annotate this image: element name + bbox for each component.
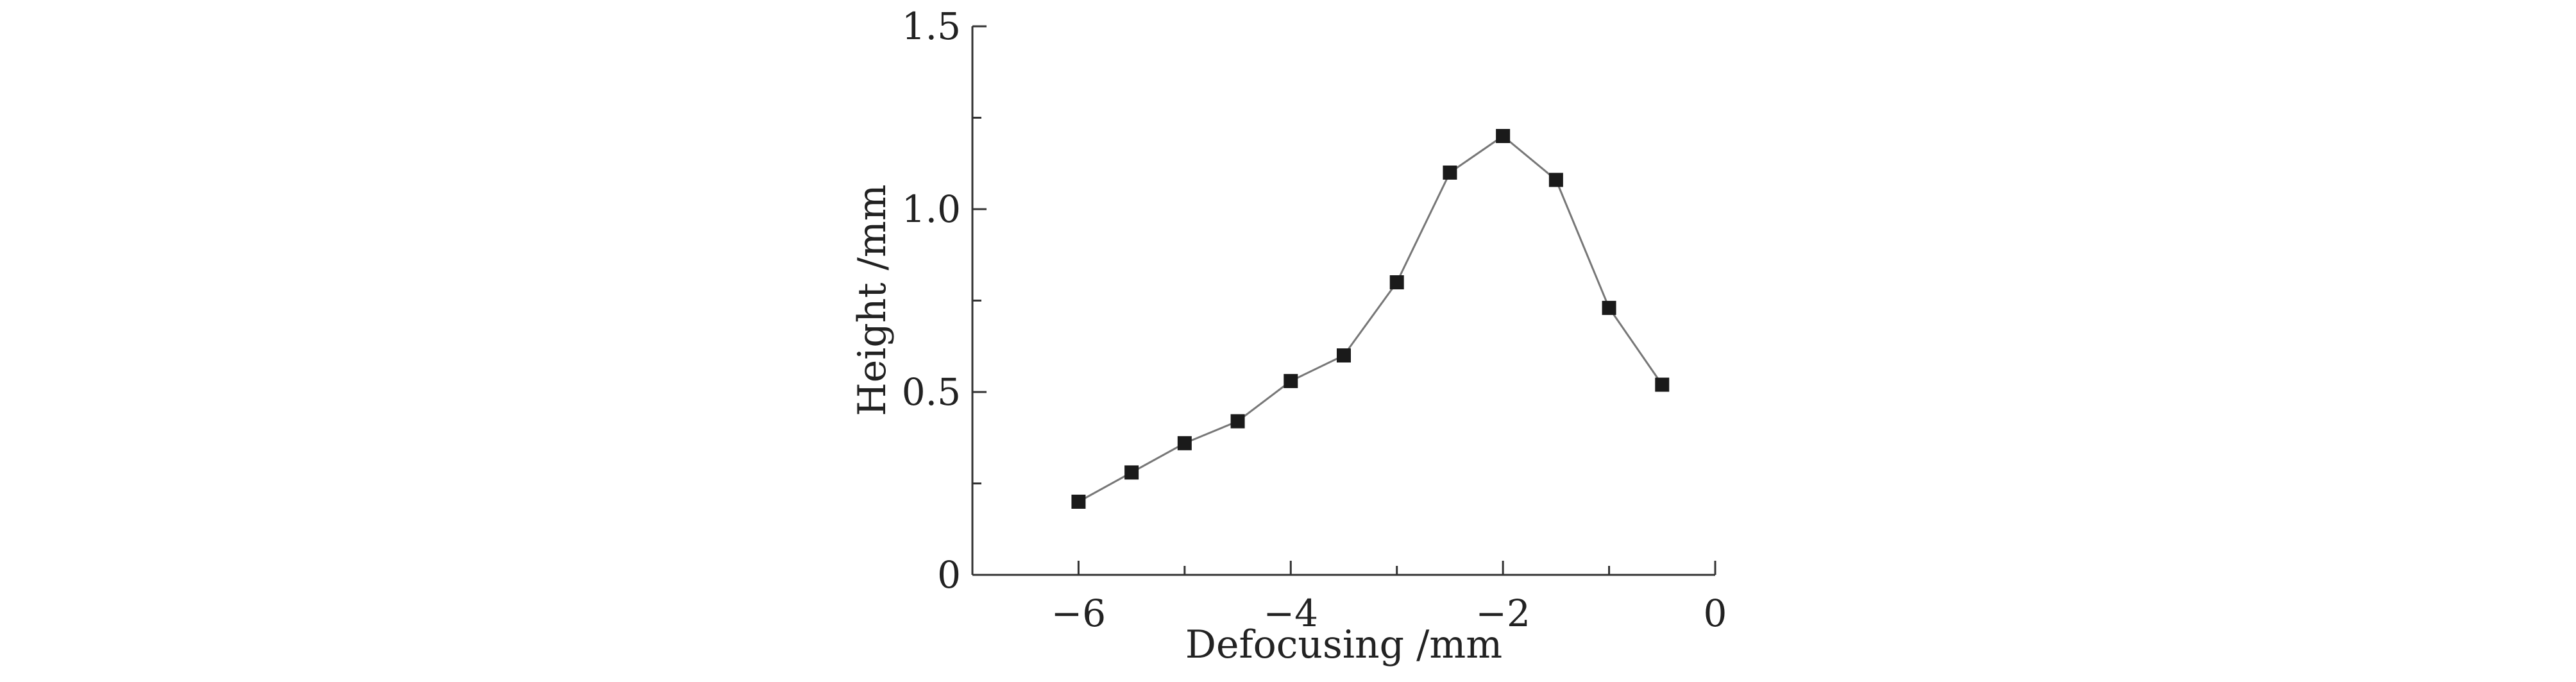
data-point	[1230, 414, 1245, 429]
data-point	[1124, 465, 1139, 480]
x-tick-label: 0	[1704, 592, 1727, 635]
y-tick-label: 0.5	[902, 370, 961, 414]
data-point	[1389, 275, 1404, 289]
data-point	[1443, 166, 1457, 180]
y-tick-label: 0	[937, 553, 961, 597]
x-tick-label: −2	[1475, 592, 1530, 635]
x-tick-label: −4	[1264, 592, 1319, 635]
axes	[971, 26, 1715, 576]
data-point	[1337, 348, 1351, 362]
data-point	[1177, 436, 1192, 450]
data-point	[1496, 129, 1511, 143]
y-axis-label: Height /mm	[850, 184, 895, 416]
data-point	[1071, 495, 1086, 509]
x-tick-label: −6	[1051, 592, 1106, 635]
data-point	[1284, 373, 1298, 388]
x-axis-label: Defocusing /mm	[1185, 622, 1502, 667]
data-point	[1655, 377, 1670, 392]
ticks: −6 −4 −2 0 0 0.5 1.0 1.5	[902, 4, 1727, 635]
y-tick-label: 1.5	[902, 4, 961, 48]
data-point	[1602, 300, 1616, 315]
y-tick-label: 1.0	[902, 187, 961, 231]
markers	[1071, 129, 1670, 509]
series-line	[1078, 135, 1663, 503]
data-point	[1548, 173, 1563, 187]
